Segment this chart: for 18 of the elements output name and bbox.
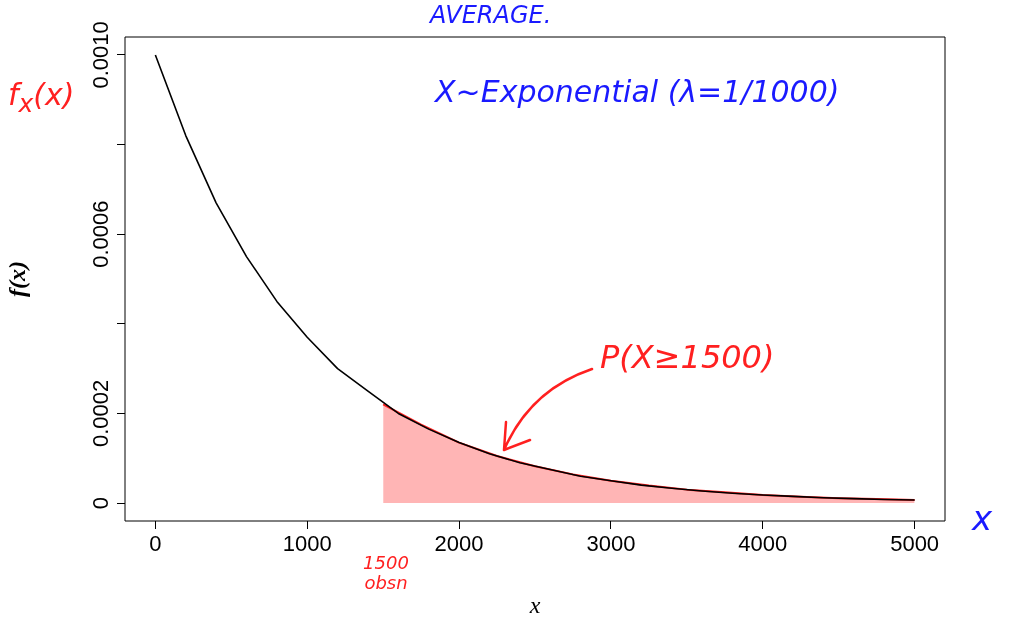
- x-tick-label: 1000: [282, 531, 332, 557]
- x-tick-label: 3000: [586, 531, 636, 557]
- text: f$_{x}$(x): [8, 77, 75, 118]
- y-tick-label: 0.0006: [88, 200, 114, 268]
- y-tick-label: 0.0002: [88, 379, 114, 448]
- x-tick-label: 4000: [738, 531, 788, 557]
- y-tick-label: 0: [88, 496, 114, 510]
- annotation: P(X≥1500): [600, 338, 775, 376]
- y-axis-title: f(x): [3, 261, 30, 297]
- text: 1500 obsn: [362, 552, 410, 593]
- x-tick-label: 0: [149, 531, 162, 557]
- text: AVERAGE.: [430, 1, 552, 29]
- x-axis-title: x: [528, 591, 541, 618]
- x-tick-label: 5000: [890, 531, 940, 557]
- text: x: [972, 498, 993, 538]
- x-tick-label: 2000: [434, 531, 484, 557]
- y-tick-label: 0.0010: [88, 21, 114, 89]
- annotation: X~Exponential (λ=1/1000): [435, 74, 840, 109]
